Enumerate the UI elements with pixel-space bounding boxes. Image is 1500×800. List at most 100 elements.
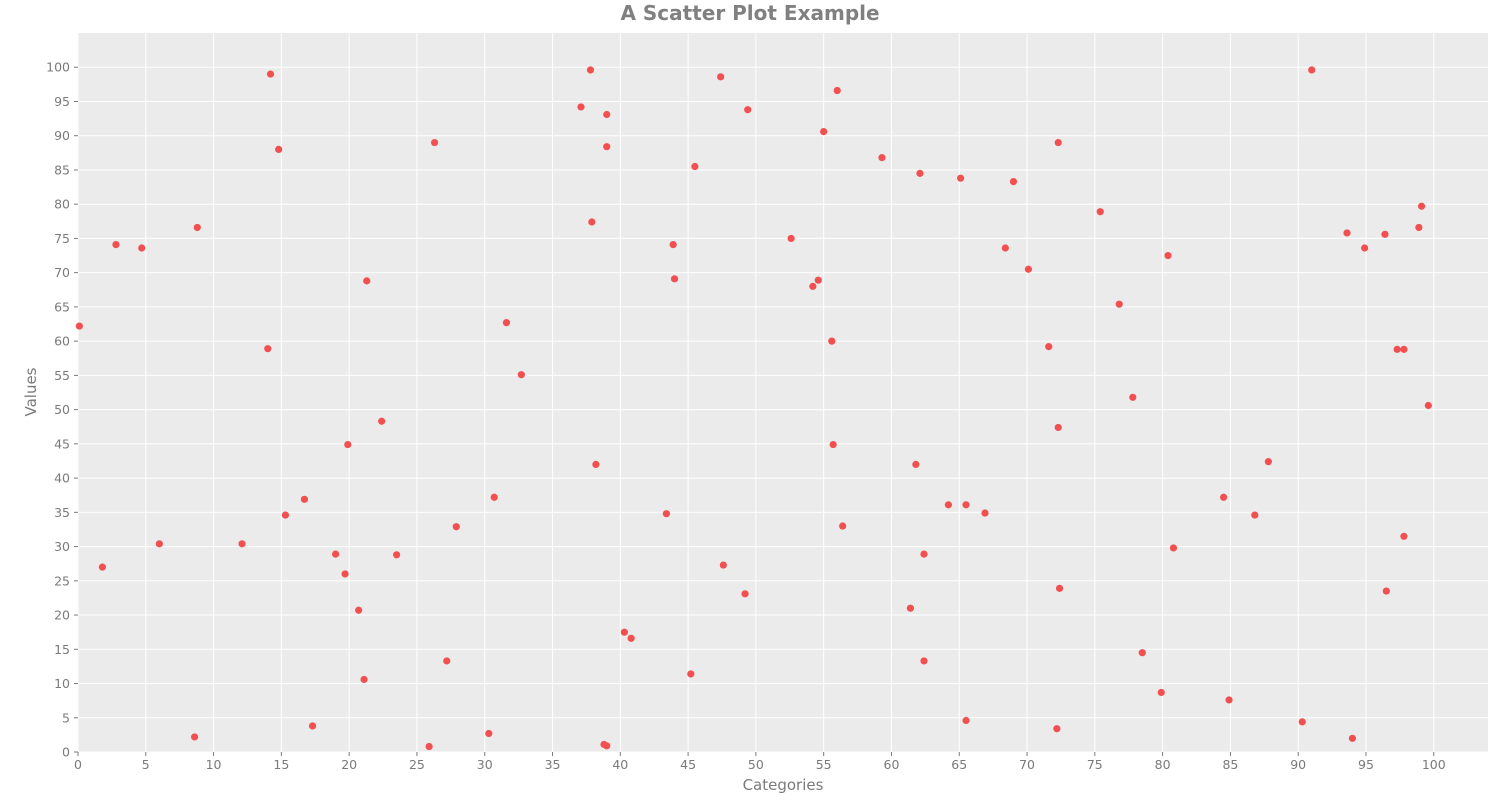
y-tick-label: 100: [46, 60, 70, 75]
scatter-point: [360, 675, 368, 684]
y-tick-label: 95: [54, 94, 70, 109]
scatter-point: [670, 275, 679, 283]
scatter-point: [814, 276, 822, 284]
scatter-point: [1264, 458, 1272, 466]
scatter-point: [691, 162, 699, 171]
scatter-point: [190, 733, 199, 741]
scatter-point: [603, 143, 611, 151]
y-tick-label: 35: [54, 505, 70, 520]
scatter-point: [744, 106, 752, 114]
scatter-point: [355, 606, 363, 614]
x-tick-label: 25: [409, 757, 425, 772]
x-tick-label: 20: [341, 757, 357, 772]
y-tick-label: 55: [54, 368, 70, 383]
axis-ticks: 0 5 10 15 20 25 30 35 40 45 50 55 60 65 70 75 80 85 90 95 10…: [46, 60, 1446, 772]
scatter-point: [741, 590, 749, 598]
scatter-point: [1415, 223, 1423, 232]
scatter-point: [331, 550, 340, 558]
scatter-point: [627, 634, 635, 642]
x-axis-label: Categories: [743, 776, 824, 794]
scatter-point: [1361, 244, 1369, 252]
scatter-point: [669, 240, 677, 249]
scatter-point: [485, 729, 493, 738]
scatter-point: [1381, 230, 1389, 238]
scatter-point: [75, 322, 83, 330]
y-tick-label: 30: [54, 539, 70, 554]
scatter-point: [1054, 138, 1062, 147]
scatter-point: [98, 563, 107, 571]
x-tick-label: 60: [884, 757, 900, 772]
y-axis-label: Values: [22, 367, 40, 416]
scatter-point: [962, 716, 970, 725]
scatter-point: [1001, 244, 1009, 252]
scatter-point: [425, 742, 433, 751]
scatter-point: [344, 440, 352, 449]
chart-title: A Scatter Plot Example: [620, 1, 879, 25]
x-tick-label: 70: [1019, 757, 1035, 772]
scatter-point: [577, 103, 585, 111]
scatter-point: [1424, 401, 1432, 410]
scatter-point: [378, 417, 386, 425]
y-tick-label: 85: [54, 162, 70, 177]
x-tick-label: 10: [206, 757, 222, 772]
scatter-point: [1393, 345, 1401, 353]
scatter-point: [687, 670, 695, 678]
scatter-point: [502, 319, 511, 327]
scatter-point: [586, 66, 595, 74]
scatter-point: [300, 495, 309, 503]
x-tick-label: 55: [816, 757, 832, 772]
scatter-point: [809, 282, 817, 290]
y-tick-label: 80: [54, 197, 70, 212]
scatter-point: [588, 218, 596, 226]
scatter-point: [155, 540, 163, 548]
x-tick-label: 35: [545, 757, 561, 772]
scatter-point: [717, 73, 725, 81]
scatter-point: [1115, 300, 1123, 308]
scatter-point: [839, 522, 847, 530]
scatter-point: [912, 460, 920, 468]
y-tick-label: 70: [54, 265, 70, 280]
x-tick-label: 80: [1155, 757, 1171, 772]
y-tick-label: 40: [54, 471, 70, 486]
scatter-point: [1400, 345, 1408, 353]
scatter-point: [193, 223, 201, 232]
scatter-point: [517, 371, 525, 379]
scatter-point: [490, 493, 498, 501]
y-tick-label: 65: [54, 299, 70, 314]
scatter-point: [592, 460, 600, 468]
scatter-point: [1053, 725, 1061, 733]
scatter-point: [1308, 66, 1316, 74]
scatter-point: [1251, 511, 1259, 519]
scatter-point: [981, 509, 989, 517]
x-tick-label: 0: [74, 757, 82, 772]
scatter-point: [787, 234, 795, 243]
scatter-point: [1400, 532, 1408, 540]
scatter-point: [281, 511, 290, 519]
scatter-point: [944, 501, 953, 509]
scatter-point: [1220, 493, 1228, 501]
scatter-point: [957, 174, 965, 182]
scatter-point: [1054, 423, 1062, 432]
scatter-point: [620, 628, 628, 636]
scatter-point: [1417, 202, 1426, 210]
x-tick-label: 75: [1087, 757, 1103, 772]
scatter-point: [920, 550, 928, 558]
x-tick-label: 40: [612, 757, 628, 772]
data-points: [75, 66, 1432, 751]
scatter-point: [264, 345, 272, 353]
scatter-point: [1343, 229, 1351, 237]
x-tick-label: 30: [477, 757, 493, 772]
scatter-point: [603, 110, 611, 119]
scatter-point: [452, 523, 460, 531]
scatter-point: [1348, 734, 1357, 742]
y-tick-label: 60: [54, 334, 70, 349]
scatter-point: [916, 169, 924, 177]
scatter-point: [341, 570, 349, 578]
scatter-point: [430, 138, 439, 147]
scatter-point: [719, 561, 727, 569]
scatter-point: [1382, 587, 1390, 595]
x-tick-label: 85: [1222, 757, 1238, 772]
scatter-point: [308, 722, 317, 730]
